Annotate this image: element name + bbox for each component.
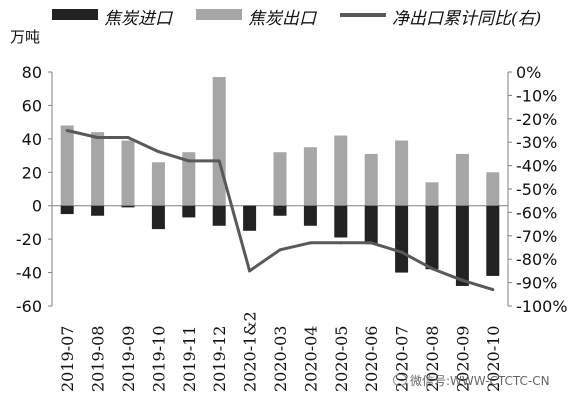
import-bar	[182, 205, 196, 218]
net-export-yoy-point	[460, 278, 464, 282]
legend-label-line: 净出口累计同比(右)	[392, 9, 542, 29]
import-bar	[121, 205, 135, 208]
x-tick-label: 2019-09	[119, 326, 138, 392]
net-export-yoy-point	[369, 241, 373, 245]
right-tick-label: -70%	[516, 227, 557, 246]
net-export-yoy-point	[248, 269, 252, 273]
x-tick-label: 2020-03	[271, 326, 290, 392]
import-bar	[273, 205, 287, 216]
import-bar	[455, 205, 469, 286]
export-bar	[455, 153, 469, 206]
import-bar	[151, 205, 165, 230]
import-bar	[91, 205, 105, 216]
x-tick-label: 2019-11	[180, 326, 199, 392]
net-export-yoy-point	[308, 241, 312, 245]
x-tick-label: 2019-12	[210, 326, 229, 392]
net-export-yoy-point	[430, 267, 434, 271]
import-bar	[334, 205, 348, 238]
net-export-yoy-point	[217, 159, 221, 163]
import-bar	[425, 205, 439, 270]
import-bar	[486, 205, 500, 276]
left-tick-label: 40	[22, 130, 42, 149]
wechat-icon	[393, 374, 407, 386]
right-tick-label: -20%	[516, 110, 557, 129]
legend-swatch-import	[52, 9, 98, 20]
x-tick-label: 2020-09	[453, 326, 472, 392]
net-export-yoy-point	[156, 150, 160, 154]
net-export-yoy-point	[339, 241, 343, 245]
legend-label-import: 焦炭进口	[104, 9, 172, 29]
chart-legend: 焦炭进口 焦炭出口 净出口累计同比(右)	[0, 2, 585, 29]
export-bar	[121, 140, 135, 206]
net-export-yoy-point	[126, 136, 130, 140]
watermark: 微信号:WWW-CTCTC-CN	[393, 372, 550, 389]
right-tick-label: -30%	[516, 133, 557, 152]
x-tick-label: 2020-1&2	[241, 311, 260, 392]
net-export-yoy-point	[491, 288, 495, 292]
left-axis-unit: 万吨	[10, 28, 41, 46]
x-tick-label: 2020-08	[423, 326, 442, 392]
left-tick-label: 80	[22, 63, 42, 82]
export-bar	[91, 132, 105, 206]
export-bar	[303, 147, 317, 206]
net-export-yoy-point	[96, 136, 100, 140]
left-tick-label: -20	[16, 230, 42, 249]
export-bar	[273, 152, 287, 206]
net-export-yoy-point	[400, 250, 404, 254]
x-tick-label: 2019-10	[149, 326, 168, 392]
net-export-yoy-point	[65, 129, 69, 132]
export-bar	[212, 77, 226, 206]
import-bar	[364, 205, 378, 245]
export-bar	[60, 125, 74, 206]
legend-swatch-export	[196, 9, 242, 20]
x-tick-label: 2019-07	[58, 326, 77, 392]
left-tick-label: -40	[16, 264, 42, 283]
right-tick-label: -80%	[516, 250, 557, 269]
legend-swatch-line	[340, 13, 386, 17]
import-bar	[60, 205, 74, 215]
export-bar	[151, 162, 165, 206]
legend-label-export: 焦炭出口	[248, 9, 316, 29]
right-tick-label: -60%	[516, 203, 557, 222]
import-bar	[212, 205, 226, 226]
x-tick-label: 2020-10	[484, 326, 503, 392]
import-bar	[243, 205, 257, 231]
left-tick-label: -60	[16, 297, 42, 316]
right-tick-label: -90%	[516, 274, 557, 293]
net-export-yoy-point	[278, 248, 282, 252]
import-bar	[303, 205, 317, 226]
right-tick-label: -100%	[516, 297, 568, 316]
x-tick-label: 2020-06	[362, 326, 381, 392]
export-bar	[182, 152, 196, 206]
export-bar	[486, 172, 500, 206]
left-tick-label: 60	[22, 96, 42, 115]
left-tick-label: 0	[32, 197, 42, 216]
export-bar	[395, 140, 409, 206]
x-tick-label: 2020-04	[301, 326, 320, 392]
export-bar	[334, 135, 348, 206]
left-tick-label: 20	[22, 163, 42, 182]
x-tick-label: 2019-08	[89, 326, 108, 392]
import-bar	[395, 205, 409, 273]
right-tick-label: -50%	[516, 180, 557, 199]
export-bar	[364, 153, 378, 206]
net-export-yoy-point	[187, 159, 191, 163]
watermark-text: 微信号:WWW-CTCTC-CN	[410, 374, 550, 388]
right-tick-label: -10%	[516, 86, 557, 105]
export-bar	[425, 182, 439, 206]
right-tick-label: -40%	[516, 157, 557, 176]
right-tick-label: 0%	[516, 63, 541, 82]
x-tick-label: 2020-05	[332, 326, 351, 392]
